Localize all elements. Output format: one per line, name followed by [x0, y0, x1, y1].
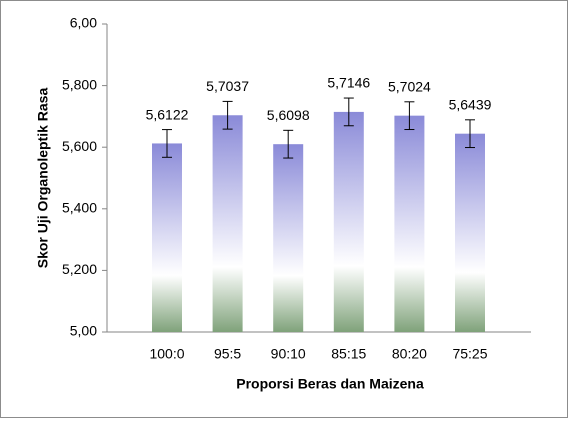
y-axis-title: Skor Uji Organoleptik Rasa: [35, 88, 51, 269]
bar: [273, 144, 304, 332]
x-tick-label: 85:15: [331, 346, 366, 362]
error-bar: [162, 129, 172, 158]
error-bar: [404, 101, 415, 131]
x-tick-label: 95:5: [214, 346, 241, 362]
error-bar: [343, 97, 354, 127]
y-tick-label: 5,200: [62, 261, 97, 277]
x-axis-title: Proporsi Beras dan Maizena: [236, 376, 424, 392]
error-bar: [465, 119, 475, 149]
value-label: 5,6439: [449, 97, 492, 113]
error-bar: [222, 100, 233, 130]
bar: [333, 111, 364, 332]
x-tick-label: 80:20: [392, 346, 427, 362]
bar: [212, 115, 243, 332]
y-tick-label: 6,00: [70, 15, 97, 31]
bar: [152, 143, 182, 332]
value-label: 5,6122: [146, 106, 189, 122]
value-label: 5,6098: [267, 107, 310, 123]
y-tick-label: 5,400: [62, 200, 97, 216]
x-tick-label: 90:10: [271, 346, 306, 362]
y-tick-label: 5,800: [62, 76, 97, 92]
y-tick-label: 5,00: [70, 323, 97, 339]
x-tick-label: 75:25: [452, 346, 487, 362]
bar: [455, 133, 485, 332]
bar: [394, 115, 425, 332]
y-tick-label: 5,600: [62, 138, 97, 154]
error-bar: [283, 129, 294, 159]
value-label: 5,7146: [327, 75, 370, 91]
x-tick-label: 100:0: [149, 346, 184, 362]
value-label: 5,7024: [388, 79, 431, 95]
value-label: 5,7037: [206, 78, 249, 94]
